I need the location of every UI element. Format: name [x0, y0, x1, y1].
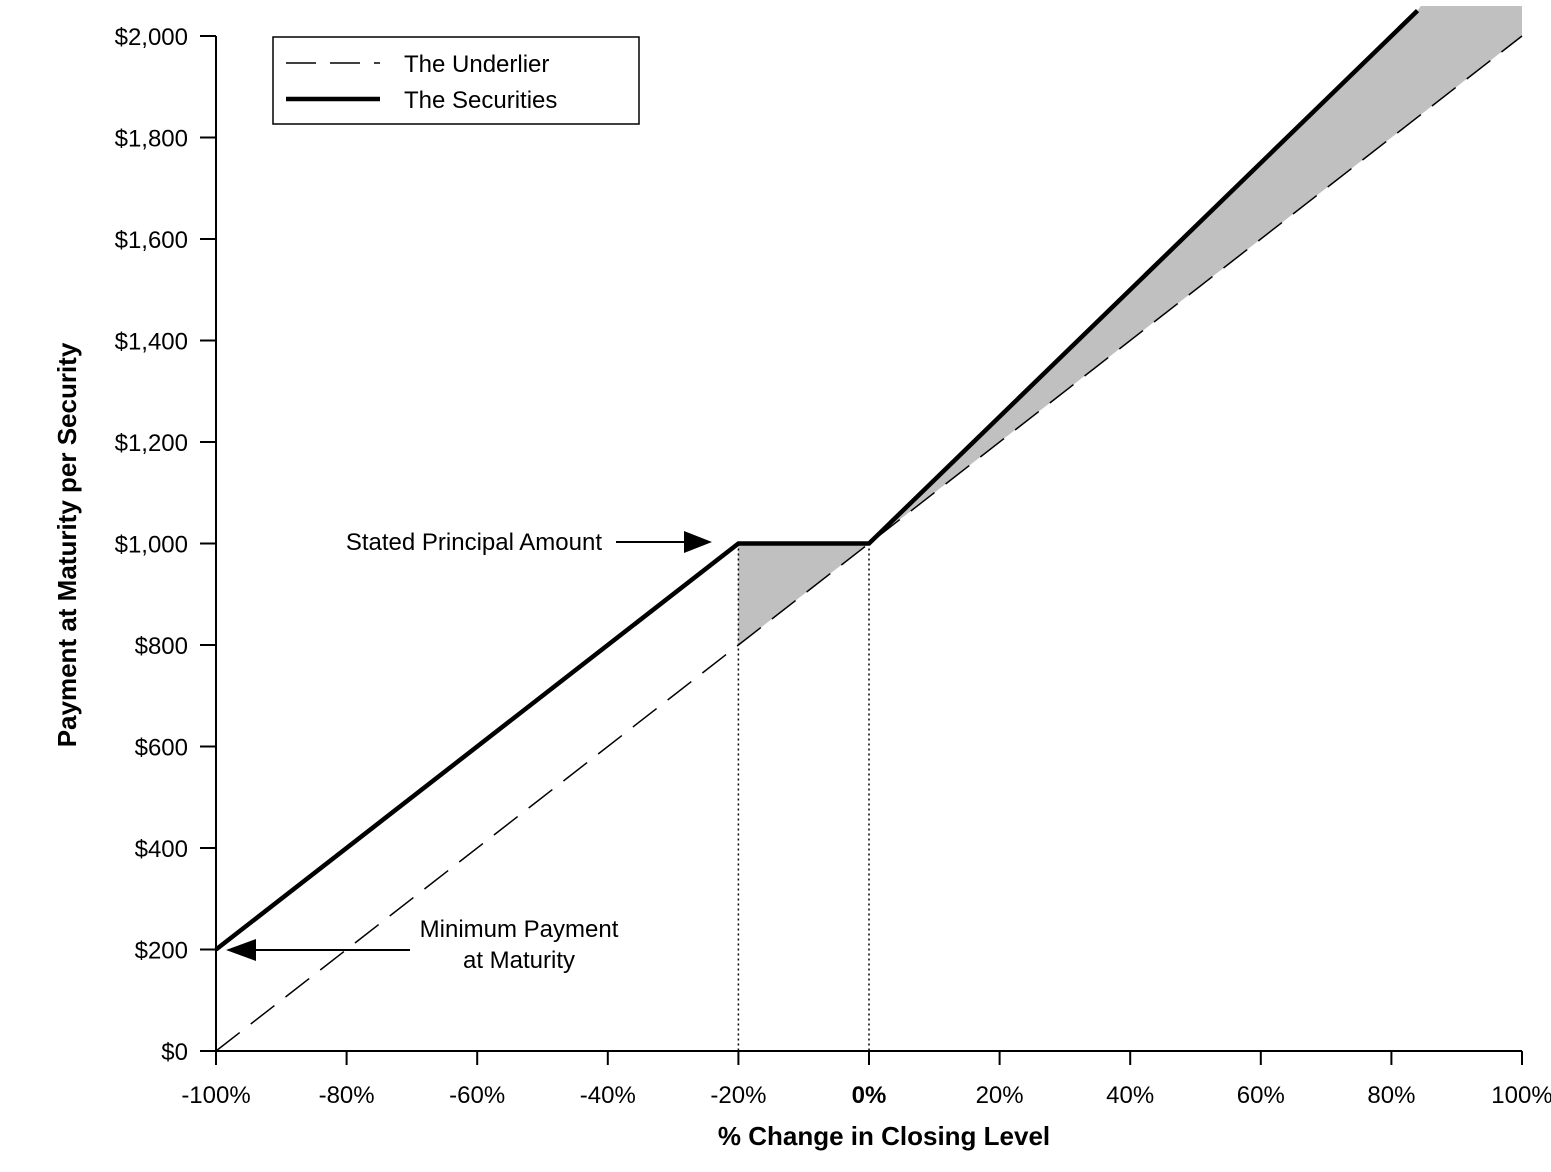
y-tick-label: $800 [135, 633, 188, 660]
legend: The Underlier The Securities [272, 36, 640, 125]
y-tick-label: $0 [161, 1039, 188, 1066]
y-tick-label: $1,600 [115, 227, 188, 254]
x-tick-label: -100% [181, 1082, 250, 1109]
x-axis-title: % Change in Closing Level [718, 1121, 1050, 1151]
x-tick-label: -60% [449, 1082, 505, 1109]
annotation-minimum-payment-arrowhead [226, 939, 256, 961]
x-tick-label: 0% [852, 1082, 887, 1109]
annotation-stated-principal-text: Stated Principal Amount [346, 529, 602, 556]
y-tick-label: $600 [135, 735, 188, 762]
series-line-underlier [215, 35, 1523, 1052]
series-line-securities [214, 9, 1420, 952]
annotation-minimum-payment: Minimum Payment at Maturity [226, 916, 619, 974]
shade-top-mask [0, 0, 1551, 5]
x-axis-ticks: -100% -80% -60% -40% -20% 0% 20% 40% 60% 80% 100% [181, 1051, 1551, 1109]
x-tick-label: 20% [976, 1082, 1024, 1109]
shaded-region-0 [738, 543, 869, 645]
series-lines [214, 9, 1523, 1052]
y-tick-label: $1,800 [115, 126, 188, 153]
shaded-regions [0, 0, 1551, 645]
x-tick-label: 100% [1491, 1082, 1551, 1109]
x-tick-label: -80% [319, 1082, 375, 1109]
y-tick-label: $400 [135, 836, 188, 863]
shaded-region-1 [869, 6, 1522, 544]
annotation-minimum-payment-line2: at Maturity [463, 947, 575, 974]
x-tick-label: 40% [1106, 1082, 1154, 1109]
x-tick-label: -40% [580, 1082, 636, 1109]
legend-box [272, 36, 640, 125]
y-axis-ticks: $0 $200 $400 $600 $800 $1,000 $1,200 $1,400 $1,6… [115, 24, 216, 1066]
y-tick-label: $1,200 [115, 430, 188, 457]
annotation-stated-principal-arrowhead [684, 531, 712, 553]
legend-label-securities: The Securities [404, 87, 557, 114]
annotation-minimum-payment-line1: Minimum Payment [420, 916, 619, 943]
y-tick-label: $2,000 [115, 24, 188, 51]
x-tick-label: 60% [1237, 1082, 1285, 1109]
x-tick-label: -20% [710, 1082, 766, 1109]
legend-label-underlier: The Underlier [404, 51, 549, 78]
y-tick-label: $1,000 [115, 532, 188, 559]
annotation-stated-principal: Stated Principal Amount [346, 529, 712, 556]
y-tick-label: $200 [135, 938, 188, 965]
y-tick-label: $1,400 [115, 329, 188, 356]
y-axis-title: Payment at Maturity per Security [52, 342, 82, 747]
x-tick-label: 80% [1367, 1082, 1415, 1109]
